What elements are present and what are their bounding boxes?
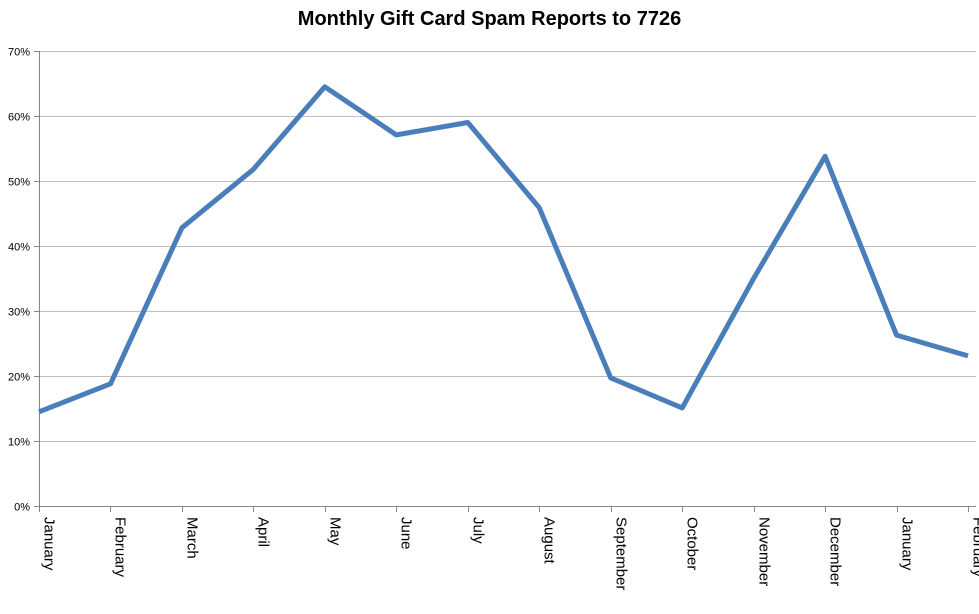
y-tick-label: 0%: [14, 502, 30, 514]
gridlines: [39, 51, 976, 442]
x-tick-label: August: [541, 517, 558, 565]
x-tick-label: June: [398, 517, 415, 550]
x-tick-label: July: [470, 517, 487, 544]
x-tick-label: December: [827, 517, 844, 586]
y-tick-label: 50%: [8, 177, 30, 189]
x-tick-label: February: [112, 517, 129, 578]
chart-title: Monthly Gift Card Spam Reports to 7726: [297, 8, 682, 30]
x-tick-label: November: [756, 517, 773, 586]
axes: [34, 51, 976, 512]
series-line: [38, 84, 969, 415]
x-tick-label: February: [970, 517, 979, 578]
y-axis-tick-labels: 0% 10% 20% 30% 40% 50% 60% 70%: [8, 47, 30, 514]
y-tick-label: 10%: [8, 437, 30, 449]
x-tick-label: September: [613, 517, 630, 590]
x-axis-tick-labels: January February March April May June July Augu…: [41, 517, 979, 590]
x-tick-label: January: [41, 517, 58, 571]
y-tick-label: 40%: [8, 242, 30, 254]
x-tick-label: January: [899, 517, 916, 571]
x-tick-label: October: [684, 517, 701, 570]
x-tick-label: April: [255, 517, 272, 547]
x-tick-label: March: [184, 517, 201, 559]
y-tick-label: 70%: [8, 47, 30, 59]
y-tick-label: 60%: [8, 112, 30, 124]
y-tick-label: 20%: [8, 372, 30, 384]
x-tick-label: May: [327, 517, 344, 546]
series-layer: [38, 84, 969, 415]
y-tick-label: 30%: [8, 307, 30, 319]
